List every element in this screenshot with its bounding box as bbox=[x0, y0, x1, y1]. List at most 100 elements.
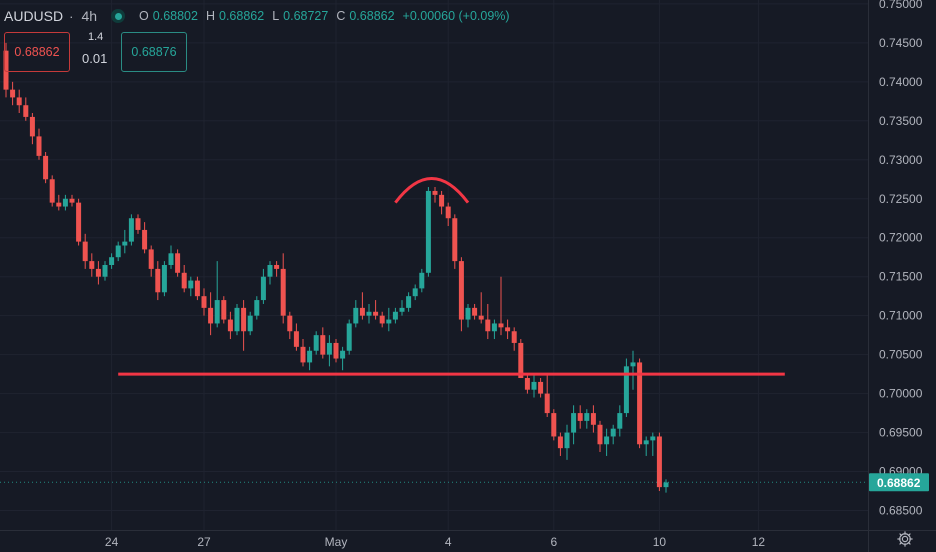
time-tick-label: 4 bbox=[445, 535, 452, 549]
candle-up bbox=[564, 432, 570, 449]
spread-value: 0.01 bbox=[82, 51, 108, 66]
price-tick-label: 0.73500 bbox=[879, 114, 923, 128]
last-price-label: 0.68862 bbox=[877, 476, 921, 490]
candle-up bbox=[419, 272, 425, 289]
settings-gear-icon[interactable] bbox=[896, 530, 914, 548]
price-tick-label: 0.69500 bbox=[879, 426, 923, 440]
candle-down bbox=[320, 335, 326, 355]
candle-down bbox=[148, 249, 154, 269]
time-tick-label: May bbox=[325, 535, 348, 549]
candle-up bbox=[267, 265, 273, 277]
time-tick-label: 27 bbox=[197, 535, 211, 549]
candle-up bbox=[465, 307, 471, 320]
candle-up bbox=[161, 265, 167, 293]
candle-up bbox=[260, 276, 266, 301]
sell-button[interactable]: 0.68862 bbox=[4, 32, 70, 72]
candle-down bbox=[511, 331, 517, 343]
low-key: L bbox=[272, 9, 280, 23]
price-tick-label: 0.71500 bbox=[879, 270, 923, 284]
candle-down bbox=[445, 206, 451, 219]
price-tick-label: 0.71000 bbox=[879, 309, 923, 323]
candle-down bbox=[577, 413, 583, 421]
candle-down bbox=[485, 319, 491, 332]
timeframe-label[interactable]: 4h bbox=[81, 8, 98, 24]
price-tick-label: 0.74000 bbox=[879, 75, 923, 89]
candle-up bbox=[346, 323, 352, 351]
candle-up bbox=[326, 342, 332, 355]
price-tick-label: 0.70000 bbox=[879, 387, 923, 401]
candle-down bbox=[208, 307, 214, 324]
candle-down bbox=[49, 179, 55, 203]
candle-down bbox=[142, 229, 148, 250]
candle-down bbox=[637, 362, 643, 445]
candle-down bbox=[452, 218, 458, 262]
candle-down bbox=[43, 155, 49, 180]
candle-down bbox=[590, 413, 596, 425]
candle-down bbox=[274, 265, 280, 269]
price-tick-label: 0.72000 bbox=[879, 231, 923, 245]
candle-up bbox=[491, 323, 497, 332]
candle-down bbox=[95, 268, 101, 277]
candle-down bbox=[293, 331, 299, 347]
candle-up bbox=[254, 300, 260, 316]
candle-down bbox=[498, 323, 504, 328]
candle-up bbox=[617, 413, 623, 429]
candle-down bbox=[76, 202, 82, 242]
candle-up bbox=[643, 440, 649, 445]
candle-up bbox=[650, 436, 656, 441]
open-key: O bbox=[139, 9, 149, 23]
candle-up bbox=[247, 315, 253, 332]
candle-down bbox=[135, 218, 141, 230]
price-tick-label: 0.68500 bbox=[879, 504, 923, 518]
candle-up bbox=[214, 300, 220, 324]
candle-down bbox=[458, 261, 464, 320]
candle-down bbox=[538, 381, 544, 394]
candle-down bbox=[478, 315, 484, 320]
candle-down bbox=[359, 307, 365, 316]
candle-down bbox=[194, 280, 200, 297]
close-value: 0.68862 bbox=[349, 9, 395, 23]
candle-up bbox=[340, 350, 346, 359]
candle-up bbox=[122, 241, 128, 246]
candle-up bbox=[313, 335, 319, 351]
candle-up bbox=[188, 280, 194, 289]
candle-up bbox=[353, 307, 359, 324]
candle-up bbox=[623, 366, 629, 414]
candle-down bbox=[656, 436, 662, 488]
candle-down bbox=[439, 194, 445, 207]
separator-dot: · bbox=[69, 8, 74, 24]
low-value: 0.68727 bbox=[283, 9, 329, 23]
candle-up bbox=[571, 413, 577, 433]
last-price-tag bbox=[869, 473, 929, 492]
time-tick-label: 6 bbox=[550, 535, 557, 549]
candle-down bbox=[597, 424, 603, 445]
candle-up bbox=[584, 413, 590, 421]
candle-down bbox=[551, 413, 557, 437]
candle-down bbox=[29, 116, 35, 137]
candle-up bbox=[663, 482, 669, 488]
high-key: H bbox=[205, 9, 215, 23]
candle-down bbox=[544, 393, 550, 414]
price-tick-label: 0.74500 bbox=[879, 36, 923, 50]
candle-up bbox=[630, 362, 636, 367]
candle-up bbox=[109, 257, 115, 265]
ohlc-legend: O 0.68802 H 0.68862 L 0.68727 C 0.68862 +0.0… bbox=[139, 9, 514, 23]
candle-down bbox=[432, 190, 438, 195]
close-key: C bbox=[336, 9, 346, 23]
head-arc bbox=[394, 177, 470, 204]
candle-up bbox=[366, 311, 372, 316]
candle-down bbox=[221, 300, 227, 320]
candle-up bbox=[386, 319, 392, 324]
candle-up bbox=[115, 245, 121, 258]
lot-size: 1.4 bbox=[88, 31, 104, 43]
symbol-name[interactable]: AUDUSD bbox=[4, 8, 64, 24]
candle-down bbox=[23, 105, 29, 117]
candle-down bbox=[280, 268, 286, 316]
candle-up bbox=[234, 307, 240, 332]
candle-up bbox=[399, 307, 405, 312]
buy-button[interactable]: 0.68876 bbox=[121, 32, 187, 72]
candle-up bbox=[531, 381, 537, 390]
price-tick-label: 0.75000 bbox=[879, 0, 923, 11]
price-tick-label: 0.73000 bbox=[879, 153, 923, 167]
